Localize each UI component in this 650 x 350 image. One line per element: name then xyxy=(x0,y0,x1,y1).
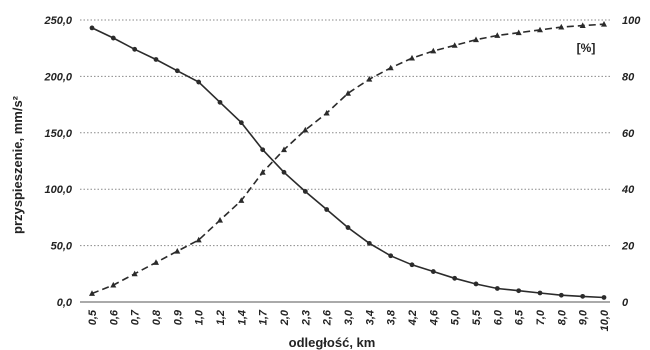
data-point-percent xyxy=(259,169,266,175)
data-point-acceleration xyxy=(388,253,394,259)
data-point-acceleration xyxy=(601,295,607,300)
x-tick-label: 4,6 xyxy=(428,309,440,326)
data-point-acceleration xyxy=(558,292,564,298)
x-tick-label: 1,7 xyxy=(258,309,270,325)
right-tick-label: 60 xyxy=(622,128,635,140)
x-tick-label: 6,5 xyxy=(514,309,526,325)
data-point-acceleration xyxy=(473,281,479,287)
x-tick-label: 3,4 xyxy=(364,310,376,325)
left-axis-ticks: 0,0 50,0 100,0 150,0 200,0 250,0 xyxy=(43,15,72,309)
x-tick-label: 8,0 xyxy=(556,309,568,325)
right-tick-label: 20 xyxy=(621,241,635,253)
data-point-percent xyxy=(174,248,181,254)
data-point-acceleration xyxy=(238,120,244,126)
y-axis-title-left: przyspieszenie, mm/s² xyxy=(10,95,25,234)
data-point-percent xyxy=(281,146,287,153)
data-point-acceleration xyxy=(281,169,287,175)
series-markers xyxy=(89,21,607,300)
data-point-percent xyxy=(153,259,159,265)
data-point-acceleration xyxy=(196,79,202,85)
data-point-percent xyxy=(387,64,394,71)
left-tick-label: 100,0 xyxy=(44,184,72,196)
data-point-percent xyxy=(473,36,479,43)
data-point-percent xyxy=(558,23,565,30)
data-point-acceleration xyxy=(302,189,308,194)
data-point-acceleration xyxy=(345,225,351,230)
right-axis-unit-label: [%] xyxy=(577,41,596,55)
data-point-acceleration xyxy=(452,275,458,281)
data-point-percent xyxy=(89,290,95,296)
left-tick-label: 0,0 xyxy=(57,297,73,309)
data-point-percent xyxy=(537,26,543,33)
x-axis-title: odległość, km xyxy=(289,335,376,350)
x-tick-label: 2,6 xyxy=(322,309,334,326)
right-axis-ticks: 0 20 40 60 80 100 xyxy=(621,15,641,309)
data-point-acceleration xyxy=(260,147,266,153)
data-point-acceleration xyxy=(89,25,95,31)
right-tick-label: 0 xyxy=(622,297,629,309)
x-tick-label: 4,2 xyxy=(407,310,419,326)
data-point-percent xyxy=(409,54,415,61)
data-point-acceleration xyxy=(174,68,180,74)
data-point-percent xyxy=(430,47,437,54)
data-point-percent xyxy=(131,270,138,277)
data-point-percent xyxy=(579,22,586,28)
data-point-percent xyxy=(302,126,309,133)
gridlines xyxy=(80,19,610,303)
data-point-percent xyxy=(451,42,458,48)
left-tick-label: 50,0 xyxy=(51,241,73,253)
x-tick-label: 2,0 xyxy=(279,309,291,326)
data-point-acceleration xyxy=(153,57,159,62)
data-point-acceleration xyxy=(324,207,330,212)
data-point-acceleration xyxy=(366,240,372,246)
series-lines xyxy=(91,23,605,299)
x-tick-label: 0,8 xyxy=(151,309,163,325)
data-point-acceleration xyxy=(430,269,436,274)
right-tick-label: 80 xyxy=(622,71,635,83)
x-tick-label: 0,9 xyxy=(172,309,184,325)
data-point-acceleration xyxy=(580,293,586,299)
right-tick-label: 40 xyxy=(621,184,635,196)
x-tick-label: 0,5 xyxy=(87,309,99,325)
x-tick-label: 1,2 xyxy=(215,310,227,325)
data-point-acceleration xyxy=(537,290,543,296)
data-point-percent xyxy=(366,76,373,82)
data-point-acceleration xyxy=(217,99,223,105)
x-tick-label: 9,0 xyxy=(578,309,590,325)
data-point-percent xyxy=(601,21,607,27)
data-point-percent xyxy=(195,236,202,243)
x-tick-label: 7,0 xyxy=(535,309,547,325)
data-point-acceleration xyxy=(132,46,138,52)
x-axis-ticks: 0,5 0,6 0,7 0,8 0,9 1,0 1,2 1,4 1,7 2,0 2,3 2,6 3,0 3… xyxy=(87,309,611,331)
data-point-acceleration xyxy=(516,288,522,294)
left-tick-label: 200,0 xyxy=(43,71,72,83)
x-tick-label: 3,0 xyxy=(343,309,355,325)
x-tick-label: 5,5 xyxy=(471,309,483,325)
x-tick-label: 3,8 xyxy=(386,309,398,325)
x-tick-label: 0,6 xyxy=(108,309,120,325)
data-point-percent xyxy=(494,32,501,38)
series-line-acceleration xyxy=(91,27,605,299)
data-point-acceleration xyxy=(409,262,415,268)
data-point-acceleration xyxy=(110,35,116,41)
series-line-percent xyxy=(91,23,605,295)
x-tick-label: 0,7 xyxy=(130,309,142,325)
data-point-acceleration xyxy=(494,286,500,291)
data-point-percent xyxy=(217,217,223,223)
x-tick-label: 6,0 xyxy=(492,309,504,325)
data-point-percent xyxy=(238,197,245,203)
right-tick-label: 100 xyxy=(622,15,641,27)
data-point-percent xyxy=(110,281,117,288)
left-tick-label: 250,0 xyxy=(43,15,72,27)
data-point-percent xyxy=(345,90,351,96)
x-tick-label: 2,3 xyxy=(300,310,312,326)
x-tick-label: 1,0 xyxy=(194,309,206,325)
data-point-percent xyxy=(323,109,330,116)
x-tick-label: 5,0 xyxy=(450,309,462,325)
left-tick-label: 150,0 xyxy=(44,128,72,140)
data-point-percent xyxy=(515,29,522,36)
x-tick-label: 1,4 xyxy=(236,310,248,325)
x-tick-label: 10,0 xyxy=(599,309,611,331)
